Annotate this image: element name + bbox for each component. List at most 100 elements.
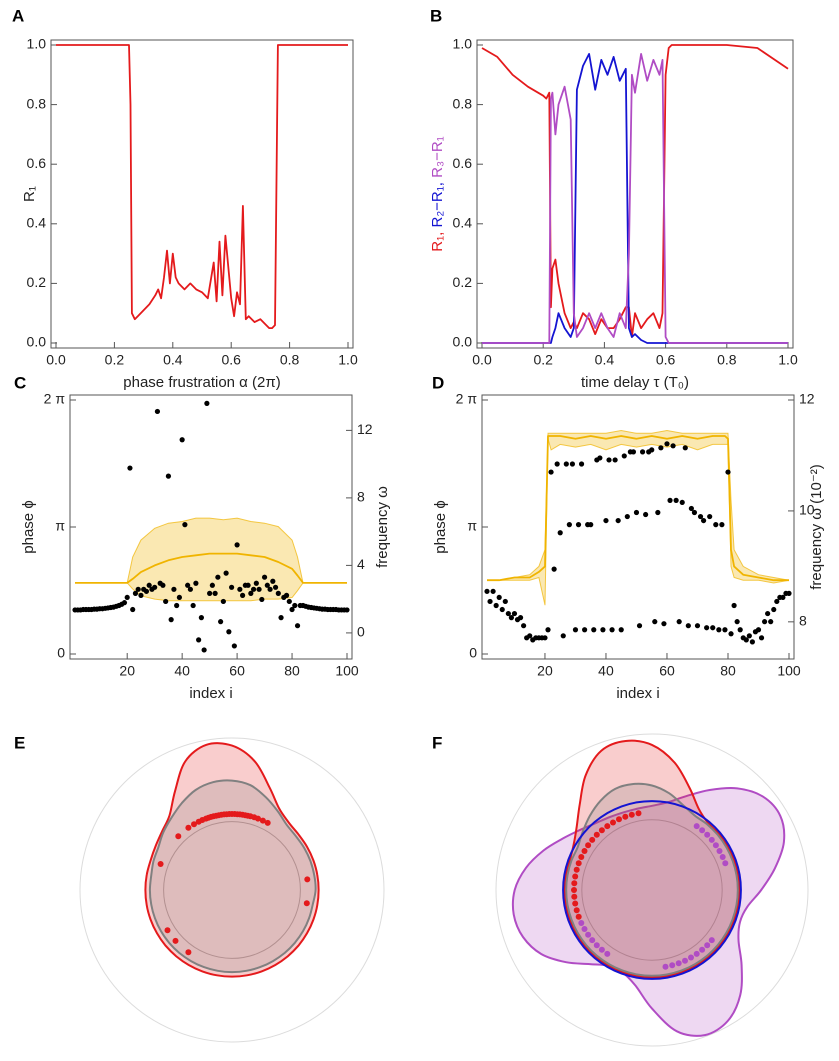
- y2-tick-label: 8: [799, 613, 807, 629]
- data-point: [182, 522, 188, 528]
- data-point: [264, 582, 270, 588]
- y-tick-label: 2 π: [44, 391, 66, 407]
- data-point: [591, 627, 597, 633]
- data-point: [575, 522, 582, 528]
- phase-density: [563, 739, 741, 979]
- data-point: [661, 621, 667, 627]
- data-point: [511, 610, 518, 617]
- x-tick-label: 1.0: [338, 352, 358, 368]
- y-tick-label: 0.2: [27, 274, 47, 290]
- data-point: [502, 598, 508, 605]
- oscillator: [185, 949, 192, 956]
- data-point: [286, 598, 292, 605]
- oscillator: [704, 831, 711, 838]
- oscillator: [682, 957, 688, 964]
- y-tick-label: 0: [469, 645, 477, 661]
- data-point: [223, 570, 229, 576]
- x-tick-label: 0.2: [533, 352, 553, 368]
- oscillator: [578, 920, 585, 926]
- y2-tick-label: 10: [799, 502, 815, 518]
- data-point: [121, 600, 128, 606]
- band-edge: [75, 517, 347, 584]
- data-point: [691, 509, 698, 516]
- data-point: [527, 633, 533, 639]
- x-tick-label: 20: [119, 663, 135, 679]
- oscillator: [693, 823, 700, 830]
- inner-ring: [163, 821, 301, 959]
- y-axis-label: phase ϕ: [432, 500, 449, 553]
- oscillator: [589, 836, 596, 843]
- phase-density: [511, 787, 786, 1037]
- phase-density: [565, 782, 739, 977]
- data-point: [267, 586, 273, 592]
- y-tick-label: 0.0: [453, 334, 473, 350]
- data-point: [771, 606, 777, 613]
- data-point: [743, 637, 749, 643]
- oscillator: [688, 954, 694, 961]
- y2-tick-label: 8: [357, 489, 365, 505]
- y-tick-label: 1.0: [27, 36, 47, 52]
- plot-frame: [50, 39, 354, 349]
- oscillator: [669, 962, 676, 969]
- oscillator: [712, 842, 719, 849]
- data-point: [612, 457, 618, 463]
- y-tick-label: 0.8: [27, 95, 47, 111]
- phase-density: [562, 800, 742, 980]
- data-point: [682, 445, 688, 451]
- y2-axis-label: frequency ω: [374, 486, 391, 568]
- data-point: [774, 598, 780, 605]
- y-tick-label: 0.6: [453, 155, 473, 171]
- legend-entry: R₂−R₁,: [429, 182, 446, 227]
- data-line: [482, 53, 788, 344]
- panel-letter: C: [14, 373, 26, 392]
- y2-tick-label: 12: [357, 421, 373, 437]
- data-line: [75, 552, 347, 584]
- data-point: [152, 584, 158, 590]
- data-point: [283, 592, 290, 598]
- data-point: [138, 592, 144, 598]
- x-tick-label: 0.8: [280, 352, 300, 368]
- y-tick-label: 0.8: [453, 95, 473, 111]
- x-tick-label: 1.0: [778, 352, 798, 368]
- data-point: [551, 566, 557, 572]
- data-point: [713, 522, 719, 528]
- phase-density: [148, 779, 317, 974]
- data-point: [597, 455, 603, 461]
- x-tick-label: 0.6: [656, 352, 676, 368]
- plot-frame: [476, 39, 794, 349]
- x-tick-label: 80: [284, 663, 300, 679]
- oscillator: [575, 913, 582, 920]
- data-point: [710, 625, 716, 631]
- data-point: [780, 594, 786, 601]
- data-point: [582, 627, 588, 633]
- data-point: [636, 623, 643, 629]
- y2-tick-label: 0: [357, 624, 365, 640]
- x-tick-label: 0.4: [163, 352, 183, 368]
- y-tick-label: 0.0: [27, 334, 47, 350]
- data-point: [226, 629, 232, 635]
- oscillator: [693, 950, 700, 957]
- data-point: [190, 602, 196, 609]
- x-tick-label: 60: [229, 663, 245, 679]
- data-point: [658, 445, 664, 451]
- x-tick-label: 40: [174, 663, 190, 679]
- oscillator: [157, 861, 164, 867]
- x-tick-label: 0.4: [595, 352, 615, 368]
- data-point: [679, 499, 685, 506]
- data-point: [272, 584, 279, 590]
- data-point: [786, 590, 792, 596]
- data-point: [600, 627, 606, 633]
- data-point: [643, 511, 649, 518]
- data-point: [292, 602, 298, 609]
- data-point: [704, 625, 710, 631]
- y2-axis-label: frequency ω (10⁻²): [808, 464, 825, 590]
- data-point: [163, 598, 169, 605]
- y-tick-label: 0.4: [453, 215, 473, 231]
- data-point: [737, 627, 743, 633]
- data-point: [212, 590, 218, 596]
- data-point: [566, 522, 572, 528]
- y-tick-label: π: [55, 518, 65, 534]
- oscillator: [704, 942, 711, 949]
- oscillator: [699, 946, 706, 953]
- x-tick-label: 100: [777, 663, 801, 679]
